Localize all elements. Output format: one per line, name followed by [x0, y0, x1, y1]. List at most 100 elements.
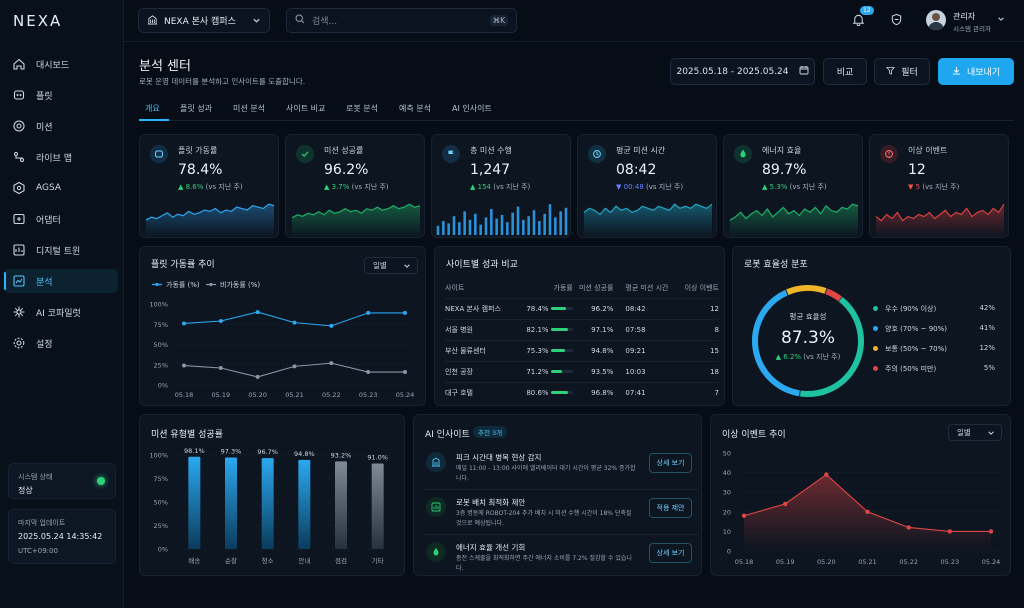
anomaly-point: [824, 472, 829, 477]
ai-insight-title: 로봇 배치 최적화 제안: [456, 498, 526, 507]
fleet-line-chart: 가동률 (%) 비가동률 (%) 100% 75% 50% 25% 0% 05.18 05.19…: [149, 280, 414, 399]
date-range-picker[interactable]: 2025.05.18 - 2025.05.24: [670, 58, 815, 85]
kpi-spark-bar: [554, 217, 557, 235]
leaf-icon: [734, 145, 752, 163]
legend-dot-icon: [873, 346, 878, 351]
kpi-card-3[interactable]: 평균 미션 시간 08:42 ▼ 00:48 (vs 지난 주): [577, 134, 717, 238]
export-button[interactable]: 내보내기: [938, 58, 1014, 85]
kpi-title: 평균 미션 시간: [616, 146, 666, 155]
anomaly-period-select[interactable]: 일별: [948, 424, 1002, 441]
tab-1[interactable]: 플릿 성과: [180, 104, 212, 113]
kpi-delta-value: 5.3%: [769, 183, 788, 191]
ai-badge: 추천 3개: [473, 426, 508, 438]
site-util-cell: 82.1%: [511, 319, 573, 340]
kpi-spark-bar: [474, 213, 477, 235]
sidebar-item-1[interactable]: 플릿: [4, 83, 118, 107]
sidebar-item-9[interactable]: 설정: [4, 331, 118, 355]
x-tick: 안내: [298, 556, 310, 565]
tab-0[interactable]: 개요: [145, 104, 160, 113]
kpi-spark-bar: [490, 209, 493, 235]
util-bar: [550, 349, 573, 352]
kpi-delta-suffix: (vs 지난 주): [646, 183, 684, 191]
route-icon: [426, 497, 446, 517]
y-tick: 50%: [154, 341, 168, 349]
table-header[interactable]: 이상 이벤트: [684, 283, 719, 292]
table-header[interactable]: 가동률: [553, 283, 573, 292]
sidebar-item-0[interactable]: 대시보드: [4, 52, 118, 76]
table-row[interactable]: 부산 물류센터 75.3% 94.8% 09:21 15: [445, 340, 719, 361]
legend-dot-icon: [873, 306, 878, 311]
series-point-0: [182, 321, 186, 326]
tab-4[interactable]: 로봇 분석: [346, 104, 378, 113]
twin-icon: [12, 243, 26, 257]
notification-button[interactable]: 12: [846, 6, 874, 33]
x-tick: 05.23: [941, 558, 960, 566]
user-menu-chevron-icon[interactable]: [997, 15, 1005, 25]
tab-3[interactable]: 사이트 비교: [286, 104, 326, 113]
sidebar-item-3[interactable]: 라이브 맵: [4, 145, 118, 169]
sidebar-item-8[interactable]: AI 코파일럿: [4, 300, 118, 324]
kpi-value: 1,247: [470, 162, 511, 178]
avatar[interactable]: [926, 10, 946, 30]
tab-2[interactable]: 미션 분석: [233, 104, 265, 113]
filter-button[interactable]: 필터: [874, 58, 930, 85]
bar-5: [371, 463, 384, 549]
campus-selector[interactable]: NEXA 본사 캠퍼스: [138, 8, 270, 33]
ai-insight-item[interactable]: 피크 시간대 병목 현상 감지 매일 11:00 - 13:00 사이에 엘리베이…: [424, 445, 698, 490]
x-tick: 05.18: [175, 391, 194, 399]
site-util: 80.6%: [526, 388, 549, 397]
kpi-card-4[interactable]: 에너지 효율 89.7% ▲ 5.3% (vs 지난 주): [723, 134, 863, 238]
ai-insight-item[interactable]: 로봇 배치 최적화 제안 3층 병동에 ROBOT-204 추가 배치 시 미션 …: [424, 490, 698, 535]
leaf-icon: [426, 542, 446, 562]
table-header[interactable]: 미션 성공률: [578, 283, 614, 292]
legend-value: 42%: [979, 304, 995, 312]
kpi-card-2[interactable]: 총 미션 수행 1,247 ▲ 154 (vs 지난 주): [431, 134, 571, 238]
kpi-value: 78.4%: [178, 162, 223, 178]
ai-insight-item[interactable]: 에너지 효율 개선 기회 충전 스케줄을 최적화하면 주간 에너지 소비를 7.2…: [424, 535, 698, 580]
table-row[interactable]: NEXA 본사 캠퍼스 78.4% 96.2% 08:42 12: [445, 298, 719, 319]
bar-label: 91.0%: [367, 453, 388, 461]
y-tick: 20: [723, 508, 731, 516]
x-tick: 05.20: [817, 558, 836, 566]
shield-button[interactable]: [884, 8, 909, 33]
sidebar-item-4[interactable]: AGSA: [4, 176, 118, 200]
y-tick: 75%: [154, 475, 168, 483]
ai-insight-action-button[interactable]: 상세 보기: [649, 543, 692, 563]
compare-button[interactable]: 비교: [823, 58, 867, 85]
sidebar-item-6[interactable]: 디지털 트윈: [4, 238, 118, 262]
site-name: NEXA 본사 캠퍼스: [445, 304, 501, 313]
legend-label: 주의 (50% 미만): [885, 365, 937, 373]
x-tick: 청소: [262, 557, 274, 565]
table-header[interactable]: 평균 미션 시간: [625, 283, 669, 292]
kpi-card-1[interactable]: 미션 성공률 96.2% ▲ 3.7% (vs 지난 주): [285, 134, 425, 238]
sidebar-item-2[interactable]: 미션: [4, 114, 118, 138]
alert-icon: [880, 145, 898, 163]
filter-icon: [886, 66, 896, 78]
sidebar-item-5[interactable]: 어댑터: [4, 207, 118, 231]
y-tick: 50: [723, 450, 731, 458]
ai-insight-action-button[interactable]: 상세 보기: [649, 453, 692, 473]
table-row[interactable]: 서울 병원 82.1% 97.1% 07:58 8: [445, 319, 719, 340]
table-row[interactable]: 인천 공장 71.2% 93.5% 10:03 18: [445, 361, 719, 382]
efficiency-center-delta: ▲ 6.2% (vs 지난 주): [775, 353, 841, 361]
kpi-card-0[interactable]: 플릿 가동률 78.4% ▲ 8.6% (vs 지난 주): [139, 134, 279, 238]
site-events: 8: [714, 325, 719, 334]
sidebar-item-7[interactable]: 분석: [4, 269, 118, 293]
sparkle-icon: [12, 305, 26, 319]
table-header[interactable]: 사이트: [445, 283, 465, 292]
system-status-label: 시스템 상태: [18, 473, 53, 481]
search-input[interactable]: 검색... ⌘K: [286, 8, 517, 33]
bar-1: [225, 457, 237, 549]
table-row[interactable]: 대구 호텔 80.6% 96.8% 07:41 7: [445, 382, 719, 403]
fleet-period-select[interactable]: 일별: [364, 257, 418, 274]
sidebar-item-label: 설정: [36, 339, 53, 350]
kpi-card-5[interactable]: 이상 이벤트 12 ▼ 5 (vs 지난 주): [869, 134, 1009, 238]
date-range-text: 2025.05.18 - 2025.05.24: [676, 66, 789, 77]
tab-6[interactable]: AI 인사이트: [452, 104, 492, 113]
series-point-0: [329, 323, 334, 328]
ai-insight-action-button[interactable]: 적용 제안: [649, 498, 692, 518]
tab-5[interactable]: 예측 분석: [399, 104, 431, 113]
x-tick: 기타: [372, 556, 384, 565]
sidebar-item-label: 라이브 맵: [36, 153, 72, 164]
page-subtitle: 로봇 운영 데이터를 분석하고 인사이트를 도출합니다.: [139, 77, 306, 86]
